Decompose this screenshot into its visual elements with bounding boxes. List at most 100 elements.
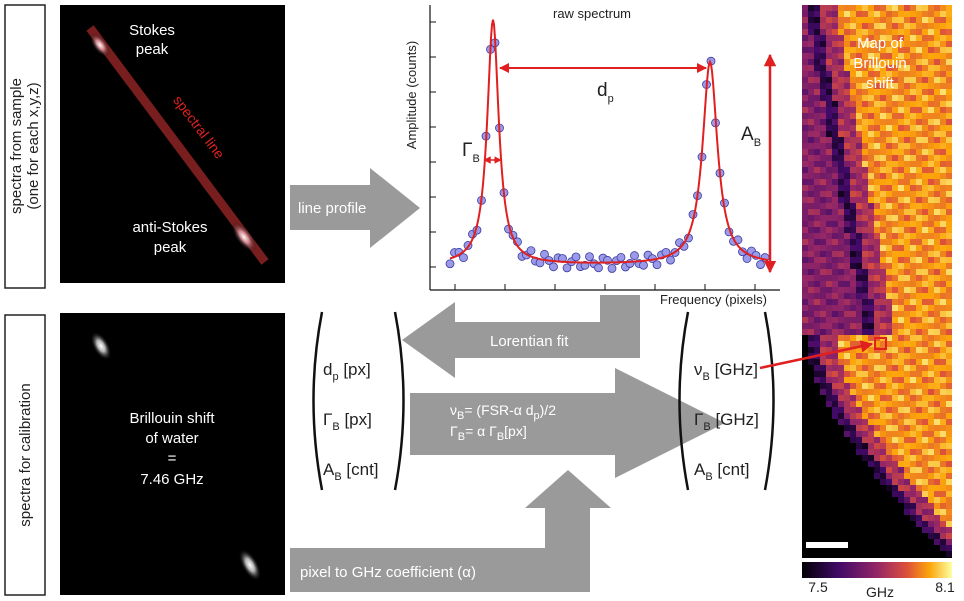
- map-cell: [808, 179, 814, 185]
- map-cell: [832, 299, 838, 305]
- map-cell: [844, 131, 850, 137]
- map-cell: [850, 413, 856, 419]
- map-cell: [922, 125, 928, 131]
- map-cell: [916, 401, 922, 407]
- map-cell: [826, 23, 832, 29]
- map-cell: [910, 401, 916, 407]
- map-cell: [844, 35, 850, 41]
- map-cell: [820, 209, 826, 215]
- map-cell: [922, 65, 928, 71]
- map-cell: [844, 251, 850, 257]
- map-cell: [916, 101, 922, 107]
- map-cell: [922, 233, 928, 239]
- map-cell: [886, 113, 892, 119]
- map-cell: [850, 191, 856, 197]
- map-cell: [844, 233, 850, 239]
- map-cell: [862, 209, 868, 215]
- map-cell: [934, 497, 940, 503]
- map-cell: [934, 251, 940, 257]
- map-cell: [850, 389, 856, 395]
- map-cell: [802, 173, 808, 179]
- map-cell: [898, 209, 904, 215]
- map-cell: [808, 17, 814, 23]
- map-cell: [802, 77, 808, 83]
- map-cell: [814, 179, 820, 185]
- map-cell: [808, 131, 814, 137]
- map-cell: [916, 53, 922, 59]
- map-cell: [916, 23, 922, 29]
- map-cell: [940, 155, 946, 161]
- map-cell: [934, 275, 940, 281]
- map-cell: [910, 491, 916, 497]
- map-cell: [874, 443, 880, 449]
- map-cell: [880, 389, 886, 395]
- map-cell: [844, 287, 850, 293]
- map-cell: [868, 317, 874, 323]
- map-cell: [808, 149, 814, 155]
- map-cell: [892, 191, 898, 197]
- map-cell: [898, 95, 904, 101]
- map-cell: [862, 191, 868, 197]
- map-cell: [862, 395, 868, 401]
- map-cell: [898, 161, 904, 167]
- map-cell: [868, 329, 874, 335]
- map-cell: [940, 167, 946, 173]
- map-cell: [874, 227, 880, 233]
- map-cell: [862, 299, 868, 305]
- map-cell: [946, 341, 952, 347]
- map-cell: [934, 311, 940, 317]
- map-cell: [880, 155, 886, 161]
- map-cell: [892, 407, 898, 413]
- map-cell: [808, 257, 814, 263]
- map-cell: [940, 191, 946, 197]
- map-cell: [820, 167, 826, 173]
- sample-point: [586, 253, 594, 261]
- map-cell: [832, 71, 838, 77]
- map-cell: [844, 389, 850, 395]
- map-cell: [832, 83, 838, 89]
- map-cell: [898, 293, 904, 299]
- map-cell: [946, 101, 952, 107]
- map-cell: [910, 263, 916, 269]
- map-cell: [916, 227, 922, 233]
- map-cell: [910, 161, 916, 167]
- map-cell: [916, 359, 922, 365]
- map-cell: [862, 269, 868, 275]
- map-cell: [922, 17, 928, 23]
- map-cell: [862, 449, 868, 455]
- map-cell: [880, 431, 886, 437]
- map-cell: [898, 167, 904, 173]
- map-cell: [820, 179, 826, 185]
- map-cell: [832, 149, 838, 155]
- map-cell: [940, 491, 946, 497]
- map-cell: [844, 119, 850, 125]
- map-cell: [874, 233, 880, 239]
- map-cell: [934, 65, 940, 71]
- map-cell: [904, 335, 910, 341]
- map-cell: [808, 143, 814, 149]
- map-cell: [838, 269, 844, 275]
- map-cell: [850, 185, 856, 191]
- map-cell: [856, 107, 862, 113]
- map-cell: [934, 419, 940, 425]
- map-cell: [934, 239, 940, 245]
- map-cell: [940, 35, 946, 41]
- map-cell: [922, 509, 928, 515]
- map-cell: [898, 311, 904, 317]
- map-cell: [814, 23, 820, 29]
- map-cell: [910, 467, 916, 473]
- map-cell: [814, 173, 820, 179]
- map-cell: [850, 173, 856, 179]
- map-cell: [880, 5, 886, 11]
- map-cell: [826, 35, 832, 41]
- map-cell: [874, 263, 880, 269]
- map-cell: [934, 233, 940, 239]
- map-cell: [922, 461, 928, 467]
- map-title: shift: [866, 75, 894, 92]
- map-cell: [832, 377, 838, 383]
- map-cell: [832, 155, 838, 161]
- map-cell: [940, 209, 946, 215]
- map-cell: [886, 461, 892, 467]
- map-cell: [904, 107, 910, 113]
- dp-label: dp: [597, 80, 614, 105]
